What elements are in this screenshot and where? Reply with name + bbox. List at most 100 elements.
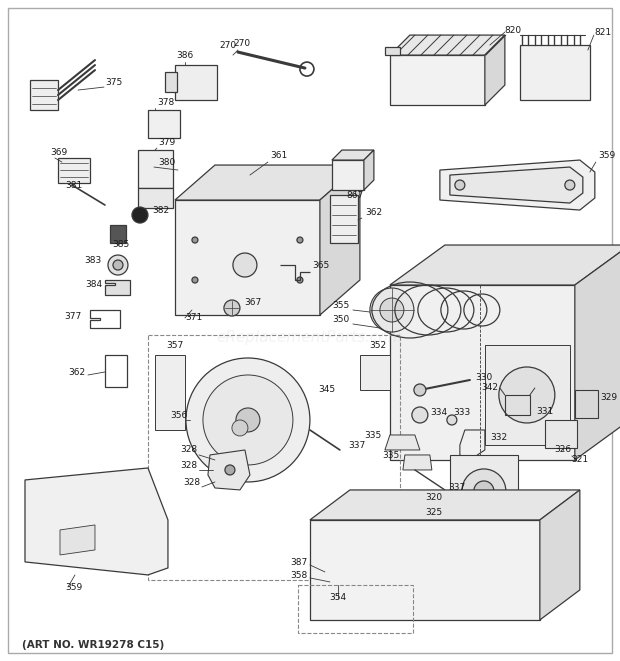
- Text: 325: 325: [426, 508, 443, 517]
- Bar: [485, 345, 570, 445]
- Circle shape: [462, 469, 506, 513]
- Polygon shape: [390, 285, 575, 460]
- Text: 821: 821: [595, 28, 612, 36]
- Circle shape: [412, 407, 428, 423]
- Bar: [138, 150, 173, 188]
- Circle shape: [380, 298, 404, 322]
- Text: 358: 358: [291, 571, 308, 580]
- Bar: [148, 335, 400, 580]
- Text: 329: 329: [600, 393, 617, 402]
- Text: 361: 361: [270, 151, 287, 160]
- Text: 331: 331: [536, 407, 554, 416]
- Polygon shape: [450, 167, 583, 203]
- Polygon shape: [332, 160, 364, 190]
- Polygon shape: [25, 468, 168, 575]
- Polygon shape: [310, 490, 580, 520]
- Circle shape: [203, 375, 293, 465]
- Polygon shape: [360, 355, 390, 390]
- Bar: [58, 158, 90, 183]
- Circle shape: [414, 384, 426, 396]
- Circle shape: [192, 277, 198, 283]
- Polygon shape: [390, 35, 505, 55]
- Ellipse shape: [293, 399, 327, 441]
- Polygon shape: [60, 525, 95, 555]
- Text: 357: 357: [166, 341, 184, 350]
- Text: 867: 867: [347, 191, 363, 200]
- Text: 345: 345: [318, 385, 335, 394]
- Bar: [520, 45, 590, 100]
- Polygon shape: [403, 455, 432, 470]
- Text: 387: 387: [291, 558, 308, 567]
- Polygon shape: [575, 245, 620, 460]
- Polygon shape: [440, 160, 595, 210]
- Text: 380: 380: [158, 158, 175, 167]
- Bar: [165, 72, 177, 92]
- Polygon shape: [105, 280, 130, 295]
- Text: 270: 270: [219, 40, 236, 50]
- Bar: [298, 585, 413, 633]
- Circle shape: [297, 237, 303, 243]
- Bar: [545, 420, 577, 448]
- Text: eReplacementParts.com: eReplacementParts.com: [216, 330, 403, 346]
- Circle shape: [132, 207, 148, 223]
- Circle shape: [225, 465, 235, 475]
- Bar: [105, 355, 127, 387]
- Text: 333: 333: [453, 408, 470, 417]
- Circle shape: [108, 255, 128, 275]
- Text: 379: 379: [158, 138, 175, 147]
- Bar: [175, 65, 217, 100]
- Polygon shape: [364, 150, 374, 190]
- Polygon shape: [310, 520, 540, 620]
- Text: 375: 375: [105, 78, 122, 87]
- Polygon shape: [385, 435, 420, 450]
- Text: 342: 342: [481, 383, 498, 392]
- Ellipse shape: [275, 380, 345, 460]
- Circle shape: [236, 408, 260, 432]
- Text: 328: 328: [180, 445, 197, 454]
- Text: 328: 328: [183, 478, 200, 487]
- Circle shape: [370, 288, 414, 332]
- Bar: [450, 455, 518, 527]
- Polygon shape: [155, 355, 185, 430]
- Bar: [138, 188, 173, 208]
- Polygon shape: [390, 55, 485, 105]
- Text: (ART NO. WR19278 C15): (ART NO. WR19278 C15): [22, 640, 164, 650]
- Circle shape: [455, 180, 465, 190]
- Text: 362: 362: [68, 368, 85, 377]
- Bar: [330, 195, 358, 243]
- Text: 359: 359: [65, 583, 82, 592]
- Circle shape: [499, 367, 555, 423]
- Circle shape: [232, 420, 248, 436]
- Text: 350: 350: [333, 315, 350, 324]
- Circle shape: [113, 260, 123, 270]
- Polygon shape: [540, 490, 580, 620]
- Text: 383: 383: [85, 256, 102, 265]
- Text: 352: 352: [370, 341, 386, 350]
- Polygon shape: [208, 450, 250, 490]
- Circle shape: [192, 237, 198, 243]
- Polygon shape: [175, 200, 320, 315]
- Circle shape: [474, 481, 494, 501]
- Polygon shape: [485, 35, 505, 105]
- Polygon shape: [390, 245, 620, 285]
- Text: 371: 371: [185, 313, 202, 322]
- Text: 378: 378: [157, 98, 174, 107]
- Polygon shape: [320, 165, 360, 315]
- Text: 321: 321: [571, 455, 588, 464]
- Text: 320: 320: [426, 493, 443, 502]
- Polygon shape: [385, 47, 400, 55]
- Text: 377: 377: [64, 312, 82, 321]
- Circle shape: [447, 415, 457, 425]
- Circle shape: [233, 253, 257, 277]
- Text: 330: 330: [475, 373, 492, 382]
- Text: 332: 332: [490, 433, 507, 442]
- Text: 820: 820: [505, 26, 522, 34]
- Circle shape: [565, 180, 575, 190]
- Text: 335: 335: [383, 451, 400, 460]
- Polygon shape: [30, 80, 58, 110]
- Text: 369: 369: [50, 148, 67, 157]
- Text: 382: 382: [152, 206, 169, 215]
- Polygon shape: [175, 165, 360, 200]
- Text: 356: 356: [170, 411, 188, 420]
- Text: 270: 270: [233, 38, 250, 48]
